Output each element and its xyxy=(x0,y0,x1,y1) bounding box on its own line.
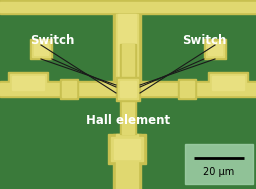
Bar xyxy=(181,83,256,95)
Bar xyxy=(120,81,136,97)
Bar xyxy=(118,79,138,99)
Bar xyxy=(32,41,50,57)
Bar xyxy=(113,14,141,94)
Bar xyxy=(116,134,138,189)
Bar xyxy=(116,14,138,94)
Bar xyxy=(10,74,46,92)
Bar xyxy=(30,39,52,59)
Text: 20 μm: 20 μm xyxy=(203,167,235,177)
Bar xyxy=(114,139,140,159)
Bar xyxy=(208,43,222,55)
Bar xyxy=(70,81,186,97)
Bar xyxy=(0,81,75,97)
Bar xyxy=(12,76,44,90)
Text: Hall element: Hall element xyxy=(86,115,170,128)
Bar xyxy=(8,72,48,94)
Bar xyxy=(116,77,140,101)
Bar xyxy=(206,41,224,57)
Bar xyxy=(60,79,78,99)
Bar xyxy=(0,0,256,14)
Bar xyxy=(204,39,226,59)
Bar xyxy=(120,44,136,134)
Text: Switch: Switch xyxy=(182,35,226,47)
Bar xyxy=(113,134,141,189)
Bar xyxy=(208,72,248,94)
Bar xyxy=(122,44,134,134)
Bar xyxy=(185,144,253,184)
Bar xyxy=(0,2,256,12)
Bar xyxy=(210,74,246,92)
Bar xyxy=(180,81,194,97)
Bar xyxy=(212,76,244,90)
Text: Switch: Switch xyxy=(30,35,74,47)
Bar xyxy=(178,79,196,99)
Bar xyxy=(62,81,76,97)
Bar xyxy=(0,83,75,95)
Bar xyxy=(70,83,186,95)
Bar xyxy=(111,137,143,161)
Bar xyxy=(108,134,146,164)
Bar xyxy=(181,81,256,97)
Bar xyxy=(118,14,136,94)
Bar xyxy=(34,43,48,55)
